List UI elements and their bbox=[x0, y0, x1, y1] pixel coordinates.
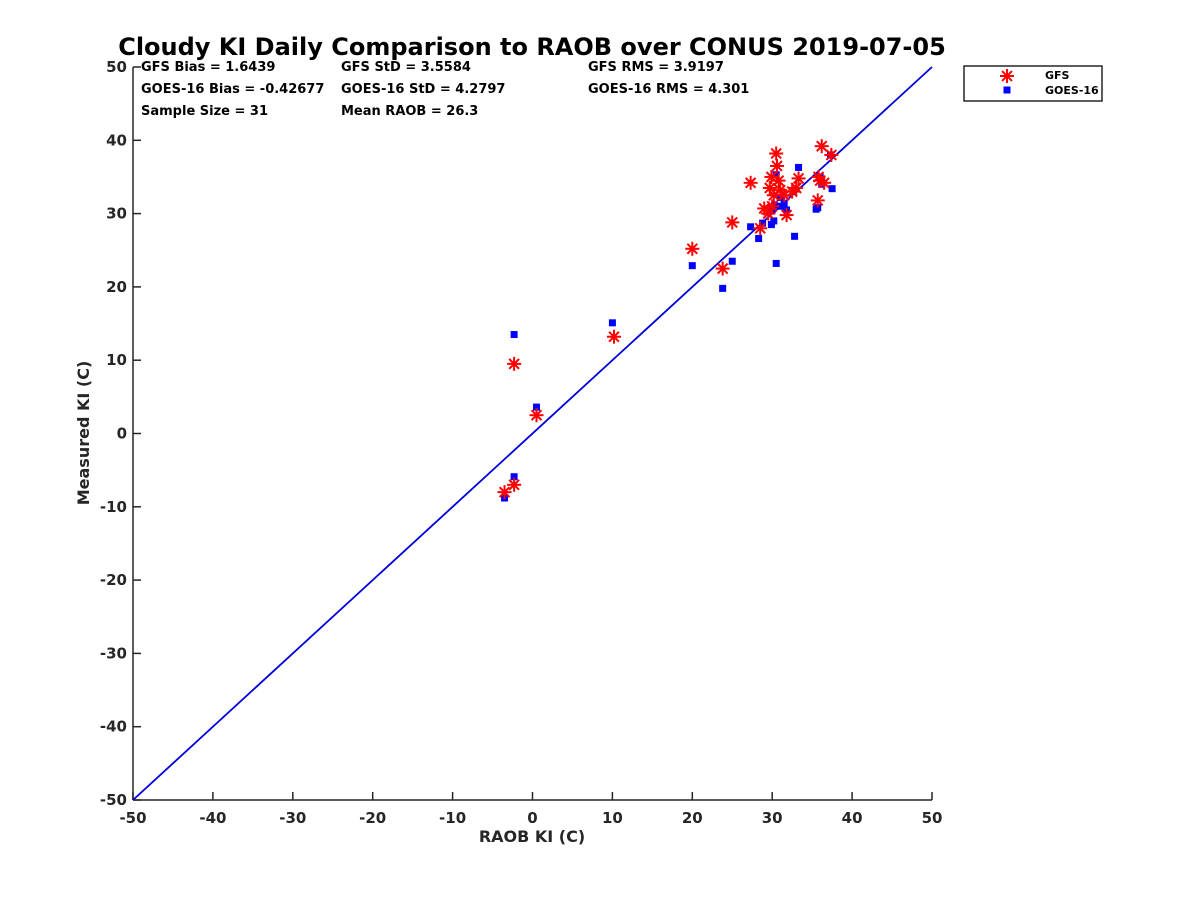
x-tick-label: 10 bbox=[602, 809, 623, 827]
gfs-point bbox=[789, 180, 804, 195]
goes-16-point bbox=[772, 171, 780, 179]
gfs-point bbox=[769, 158, 784, 173]
y-tick-label: 40 bbox=[106, 131, 127, 149]
gfs-point bbox=[771, 173, 786, 188]
gfs-point bbox=[769, 146, 784, 161]
gfs-point bbox=[761, 206, 776, 221]
legend-gfs-marker bbox=[1000, 69, 1014, 83]
goes-16-point bbox=[776, 202, 784, 210]
reference-line-group bbox=[132, 66, 933, 801]
legend-box bbox=[963, 65, 1103, 102]
stats-block: GFS Bias = 1.6439 GFS StD = 3.5584 GFS R… bbox=[141, 60, 749, 119]
goes-16-point bbox=[828, 185, 836, 193]
axes: -50 -40 -30 -20 -10 0 10 20 30 40 50 -50 -40 -30 -20 -1… bbox=[100, 58, 943, 827]
legend-goes-marker bbox=[1003, 86, 1011, 94]
y-tick-label: 20 bbox=[106, 278, 127, 296]
gfs-point bbox=[791, 171, 806, 186]
goes-16-point bbox=[772, 259, 780, 267]
goes-16-point bbox=[747, 223, 755, 231]
y-tick-label: 50 bbox=[106, 58, 127, 76]
gfs-point bbox=[529, 408, 544, 423]
goes-16-point bbox=[791, 232, 799, 240]
legend: GFS GOES-16 bbox=[963, 65, 1103, 102]
gfs-point bbox=[813, 173, 828, 188]
y-tick-label: 10 bbox=[106, 351, 127, 369]
legend-gfs-label: GFS bbox=[1045, 69, 1070, 82]
stat-gfs-rms: GFS RMS = 3.9197 bbox=[588, 60, 724, 75]
goes-16-point bbox=[608, 319, 616, 327]
gfs-point bbox=[497, 485, 512, 500]
stat-gfs-std: GFS StD = 3.5584 bbox=[341, 60, 471, 75]
stat-mean-raob: Mean RAOB = 26.3 bbox=[341, 104, 478, 119]
one-to-one-line bbox=[132, 66, 933, 801]
y-tick-label: -50 bbox=[100, 791, 127, 809]
gfs-point bbox=[685, 241, 700, 256]
gfs-point bbox=[507, 356, 522, 371]
goes-16-point bbox=[767, 221, 775, 229]
gfs-point bbox=[606, 329, 621, 344]
gfs-point bbox=[814, 139, 829, 154]
series-marks bbox=[497, 139, 839, 502]
stat-sample-size: Sample Size = 31 bbox=[141, 104, 268, 119]
goes-16-point bbox=[755, 235, 763, 243]
gfs-point bbox=[725, 215, 740, 230]
stat-goes-bias: GOES-16 Bias = -0.42677 bbox=[141, 82, 324, 97]
goes-16-point bbox=[776, 193, 784, 201]
legend-goes-label: GOES-16 bbox=[1045, 84, 1099, 97]
x-tick-label: 0 bbox=[527, 809, 537, 827]
x-tick-label: 50 bbox=[922, 809, 943, 827]
gfs-point bbox=[810, 193, 825, 208]
goes-16-point bbox=[795, 163, 803, 171]
gfs-point bbox=[824, 147, 839, 162]
stat-gfs-bias: GFS Bias = 1.6439 bbox=[141, 60, 275, 75]
x-tick-label: 30 bbox=[762, 809, 783, 827]
x-tick-label: 20 bbox=[682, 809, 703, 827]
goes-16-point bbox=[759, 219, 767, 227]
legend-gfs-asterisk bbox=[1000, 69, 1014, 83]
y-tick-label: -20 bbox=[100, 571, 127, 589]
x-tick-label: -40 bbox=[199, 809, 226, 827]
gfs-point bbox=[507, 477, 522, 492]
chart-title: Cloudy KI Daily Comparison to RAOB over … bbox=[118, 33, 946, 61]
y-tick-label: 30 bbox=[106, 205, 127, 223]
y-axis-label: Measured KI (C) bbox=[74, 361, 93, 506]
x-tick-label: -50 bbox=[119, 809, 146, 827]
y-tick-label: 0 bbox=[117, 425, 127, 443]
x-tick-label: -10 bbox=[439, 809, 466, 827]
goes-16-point bbox=[510, 331, 518, 339]
goes-16-point bbox=[532, 403, 540, 411]
goes-16-point bbox=[780, 200, 788, 208]
goes-16-point bbox=[510, 473, 518, 481]
gfs-point bbox=[753, 221, 768, 236]
y-tick-label: -10 bbox=[100, 498, 127, 516]
goes-16-point bbox=[688, 262, 696, 270]
legend-goes-square bbox=[1003, 86, 1011, 94]
goes-16-point bbox=[814, 204, 822, 212]
y-tick-label: -40 bbox=[100, 718, 127, 736]
goes-16-point bbox=[719, 284, 727, 292]
goes-16-point bbox=[770, 217, 778, 225]
gfs-point bbox=[715, 261, 730, 276]
y-tick-label: -30 bbox=[100, 644, 127, 662]
gfs-point bbox=[779, 208, 794, 223]
x-tick-label: -20 bbox=[359, 809, 386, 827]
gfs-point bbox=[743, 175, 758, 190]
stat-goes-rms: GOES-16 RMS = 4.301 bbox=[588, 82, 749, 97]
x-axis-label: RAOB KI (C) bbox=[479, 827, 585, 846]
stat-goes-std: GOES-16 StD = 4.2797 bbox=[341, 82, 505, 97]
goes-16-point bbox=[728, 257, 736, 265]
x-tick-label: -30 bbox=[279, 809, 306, 827]
x-tick-label: 40 bbox=[842, 809, 863, 827]
